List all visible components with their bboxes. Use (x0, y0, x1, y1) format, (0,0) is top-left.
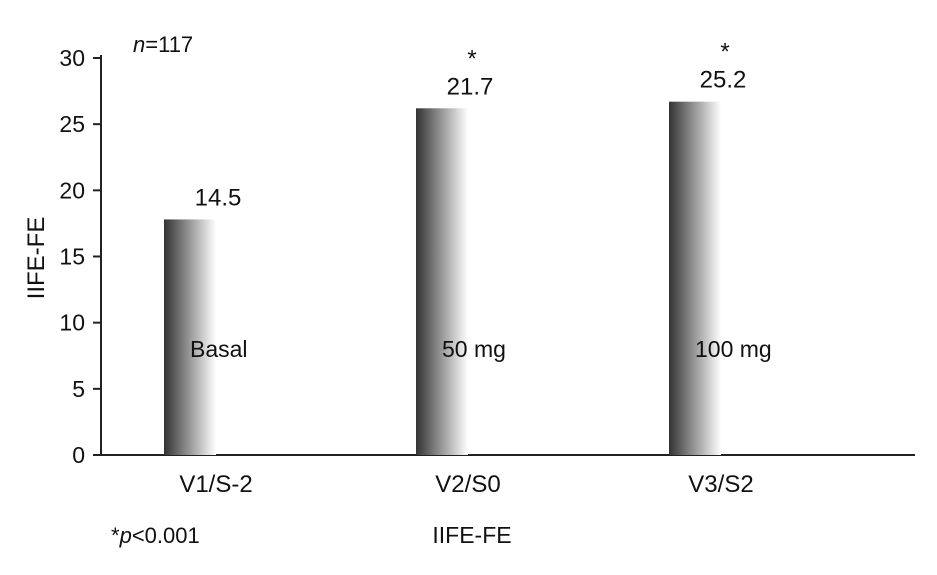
bar-dose-label: 100 mg (695, 336, 772, 362)
significance-star: * (720, 39, 729, 66)
x-category-label: V3/S2 (688, 471, 753, 498)
bar-dose-label: 50 mg (442, 336, 506, 362)
x-category-label: V2/S0 (435, 471, 500, 498)
significance-star: * (467, 45, 476, 72)
bar-dose-label: Basal (190, 336, 248, 362)
p-value-footnote: *p<0.001 (111, 523, 200, 548)
bar-value-label: 25.2 (700, 67, 747, 94)
x-axis-title: IIFE-FE (432, 522, 511, 548)
bar-value-label: 21.7 (447, 73, 494, 100)
y-tick-label: 10 (59, 310, 85, 336)
y-tick-label: 5 (72, 376, 85, 402)
y-tick-label: 0 (72, 442, 85, 468)
bar-3 (669, 101, 721, 456)
y-tick-label: 30 (59, 45, 85, 71)
bar-value-label: 14.5 (195, 184, 242, 211)
x-category-label: V1/S-2 (179, 471, 252, 498)
y-tick-label: 25 (59, 111, 85, 137)
bar-2 (416, 108, 468, 455)
y-axis-title: IIFE-FE (23, 217, 50, 300)
y-tick-label: 15 (59, 244, 85, 270)
bar-1 (164, 219, 216, 455)
sample-size-annotation: n=117 (133, 32, 193, 57)
y-tick-label: 20 (59, 177, 85, 203)
